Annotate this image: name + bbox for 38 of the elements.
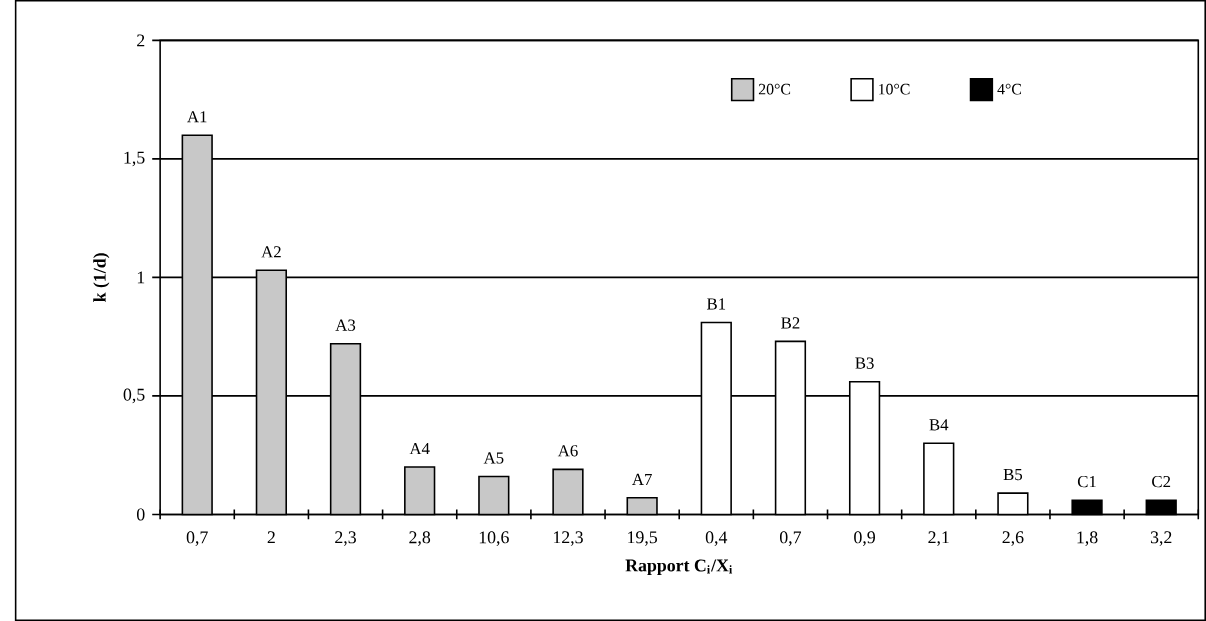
y-axis-title: k (1/d) (93, 253, 110, 302)
annotation: B5 (1003, 468, 1023, 481)
annotation: A7 (632, 473, 652, 485)
x-tick-label: 2,8 (409, 531, 431, 546)
y-tick-label: 0,5 (123, 388, 145, 404)
annotation: A6 (557, 445, 578, 457)
annotation: B2 (781, 317, 800, 329)
annotation: A1 (187, 111, 207, 123)
x-tick-label: 0,7 (779, 531, 802, 546)
y-tick-label: 0 (137, 508, 145, 521)
x-tick-label: 0,7 (186, 531, 208, 546)
annotation: C1 (1077, 475, 1096, 488)
legend-label: 4°C (997, 83, 1022, 95)
x-tick-label: 3,2 (1150, 531, 1172, 546)
annotation: B1 (706, 298, 726, 310)
annotation: A5 (483, 452, 504, 464)
annotation: A3 (335, 319, 356, 331)
legend-label: 20°C (758, 83, 791, 95)
x-tick-label: 12,3 (553, 531, 583, 546)
x-tick-label: 2 (267, 531, 275, 544)
x-tick-label: 10,6 (479, 531, 509, 546)
x-tick-label: 1,8 (1077, 531, 1098, 546)
annotation: C2 (1152, 475, 1171, 488)
y-tick-label: 1,5 (124, 151, 145, 167)
x-tick-label: 19,5 (628, 531, 658, 546)
annotation: B4 (929, 419, 949, 431)
x-axis-title: Rapport C$_{i}$/X$_{i}$ (625, 559, 733, 576)
x-tick-label: 0,4 (705, 531, 728, 546)
x-tick-label: 2,3 (335, 531, 356, 546)
y-tick-label: 1 (137, 271, 145, 284)
legend-label: 10°C (879, 83, 910, 95)
annotation: A4 (409, 442, 430, 455)
x-tick-label: 2,6 (1002, 531, 1024, 546)
y-tick-label: 2 (137, 34, 145, 47)
annotation: B3 (855, 357, 874, 369)
x-tick-label: 2,1 (928, 531, 949, 546)
x-tick-label: 0,9 (854, 531, 875, 546)
annotation: A2 (261, 246, 281, 258)
